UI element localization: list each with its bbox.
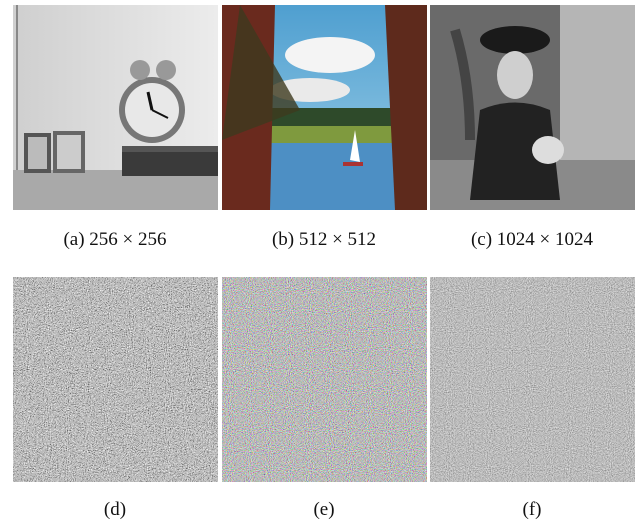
figure: (a) 256 × 256 (b) 512 × 512 (c) 1024 × 1… [0, 0, 643, 523]
image-lake [222, 5, 427, 210]
caption: (d) [104, 499, 126, 520]
caption: (f) [523, 499, 542, 520]
image-noise-gray [430, 277, 635, 482]
image-noise-color [222, 277, 427, 482]
caption: (a) 256 × 256 [63, 229, 166, 250]
caption: (c) 1024 × 1024 [471, 229, 594, 250]
caption: (b) 512 × 512 [272, 229, 376, 250]
image-noise-bw [13, 277, 218, 482]
caption: (e) [313, 499, 334, 520]
image-clock [13, 5, 218, 210]
image-person [430, 5, 635, 210]
